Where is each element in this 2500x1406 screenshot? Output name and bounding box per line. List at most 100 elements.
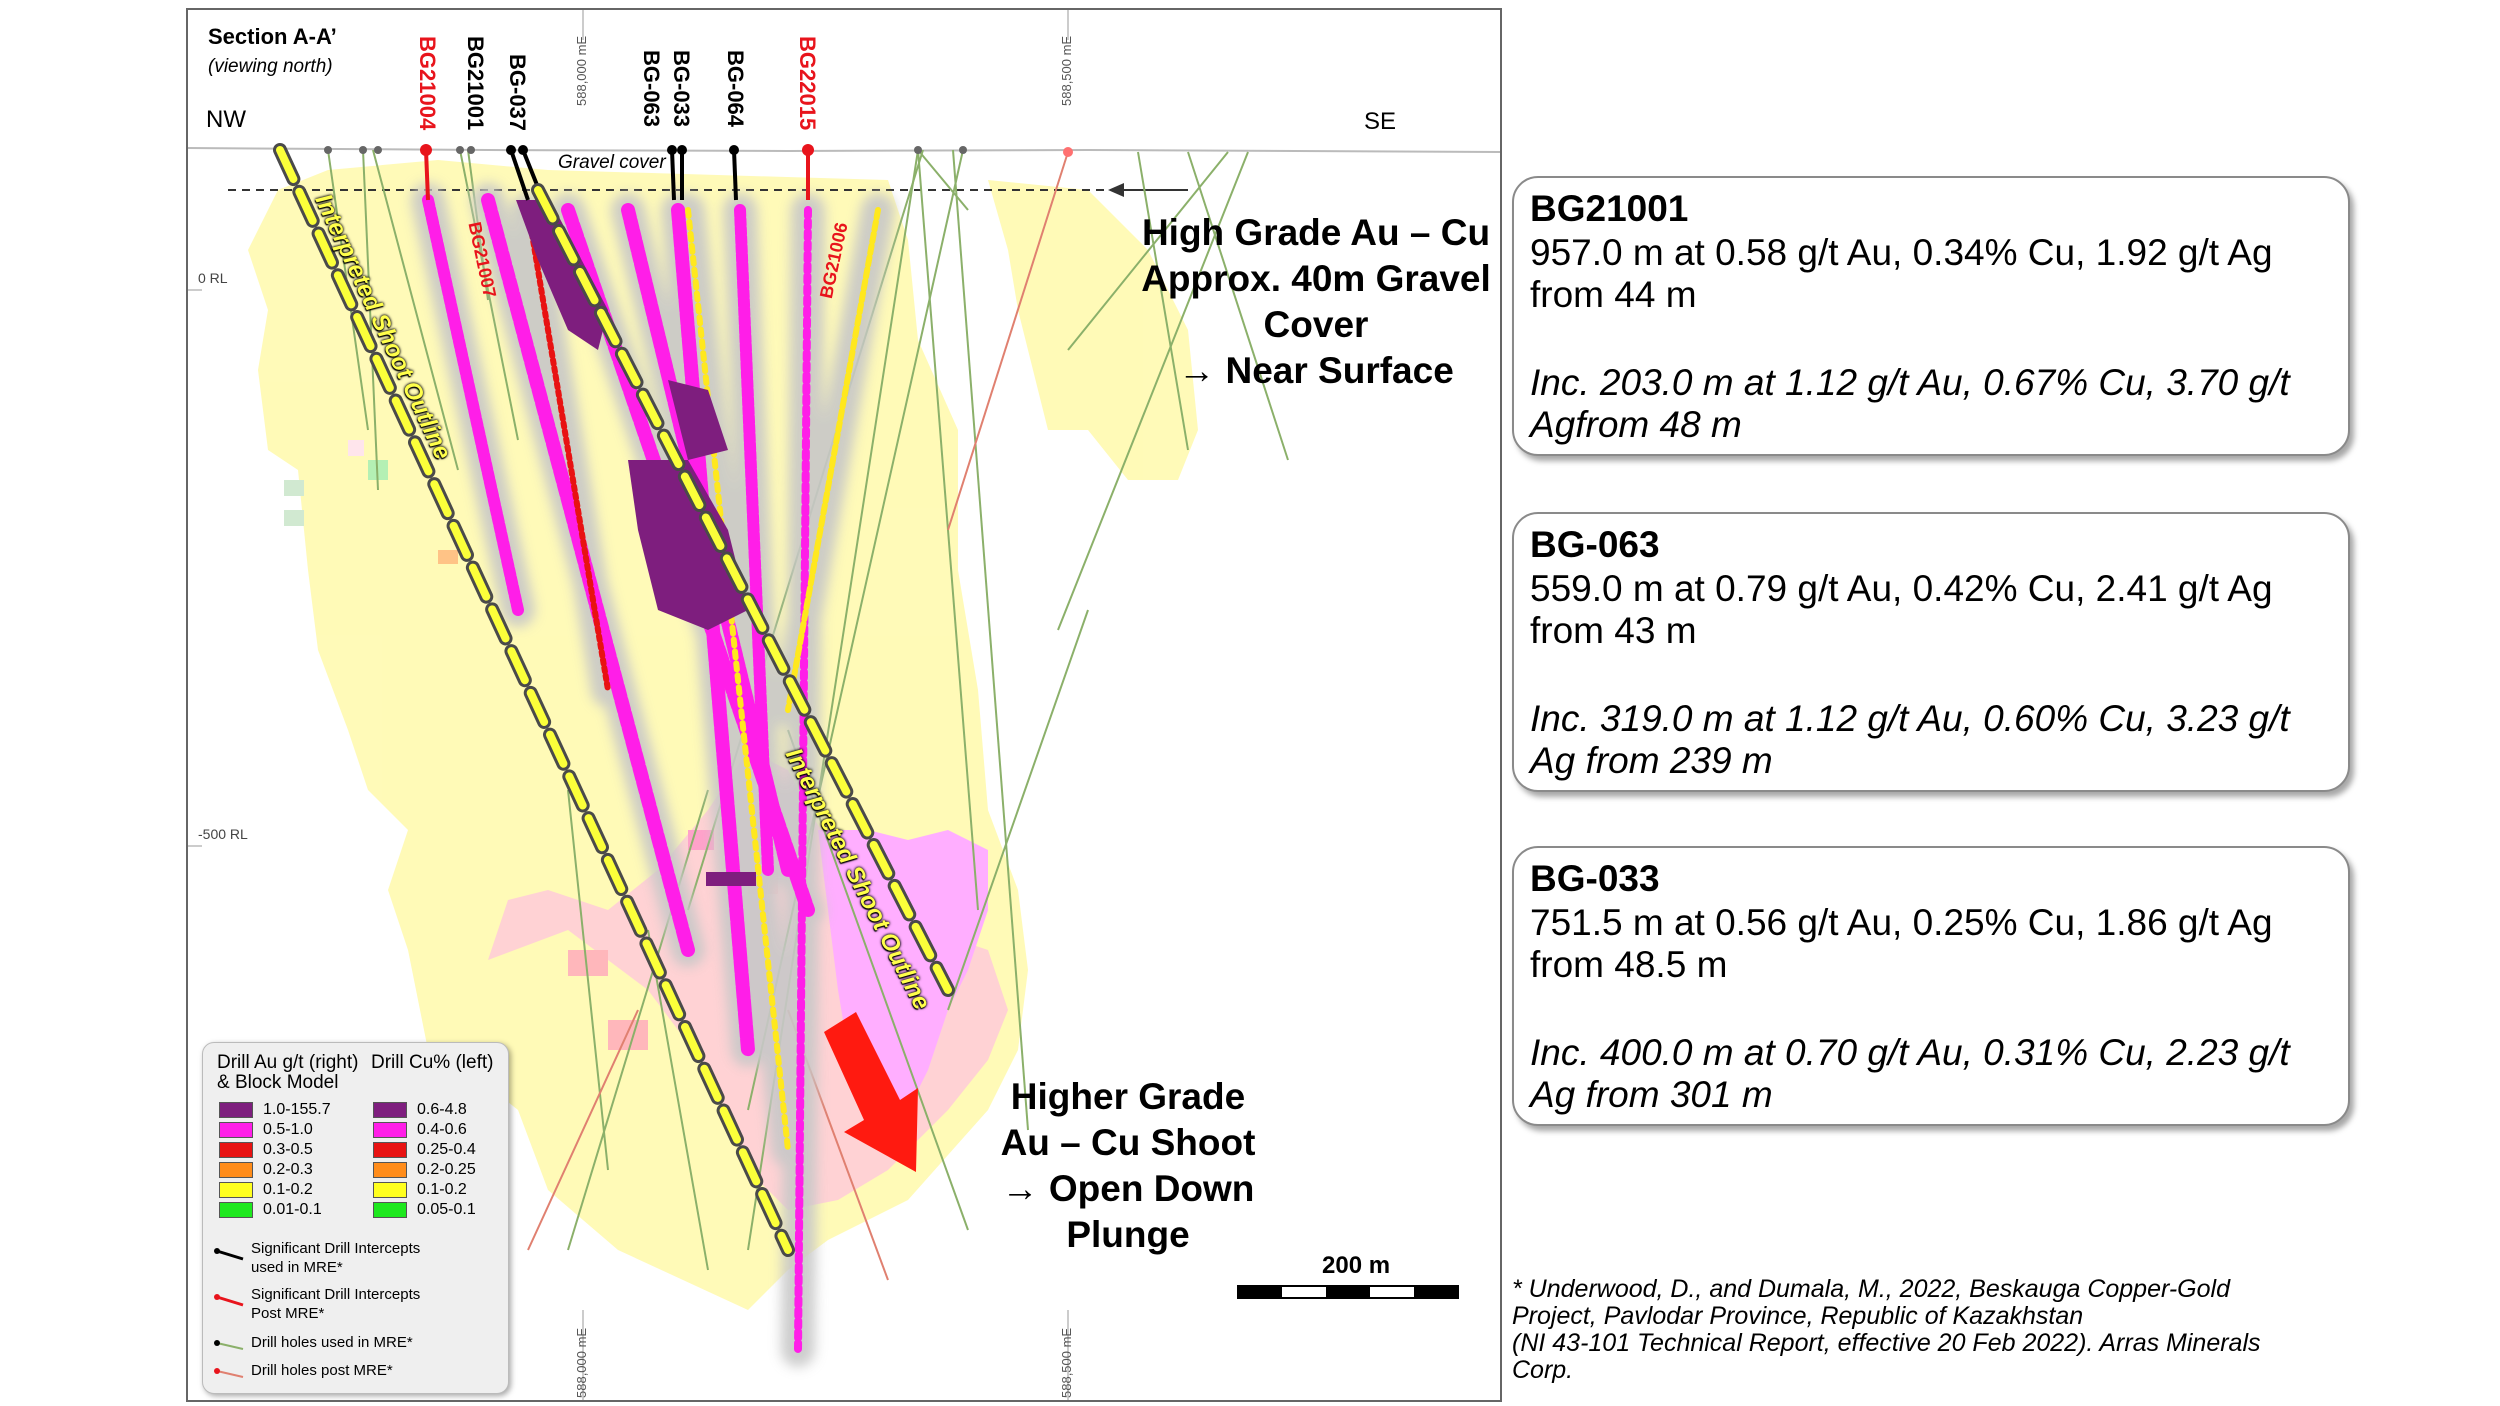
legend-row: 0.05-0.1 (373, 1201, 476, 1219)
collar-dot (802, 144, 814, 156)
intercept-trace-bg22015 (794, 206, 812, 1354)
legend-label: 0.2-0.3 (263, 1161, 313, 1178)
drill-hole-trace (1067, 151, 1229, 351)
gravel-arrow-head (1108, 183, 1124, 197)
callout-line: Approx. 40m Gravel (1141, 258, 1491, 299)
legend-label: 0.1-0.2 (263, 1181, 313, 1198)
legend-swatch (373, 1142, 407, 1158)
result-card-main: 751.5 m at 0.56 g/t Au, 0.25% Cu, 1.86 g… (1530, 902, 2273, 985)
down-plunge-arrow (824, 1012, 918, 1172)
callout-line: → Open Down (1001, 1168, 1255, 1209)
result-card-inc: Inc. 319.0 m at 1.12 g/t Au, 0.60% Cu, 3… (1530, 698, 2290, 781)
drill-hole-trace (527, 1009, 639, 1251)
legend-swatch (219, 1162, 253, 1178)
legend-swatch (373, 1102, 407, 1118)
legend-label: 0.6-4.8 (417, 1101, 467, 1118)
block-model-cell (348, 440, 364, 456)
legend-row: 0.4-0.6 (373, 1121, 467, 1139)
drill-hole-trace (1137, 151, 1189, 451)
collar-dot (914, 146, 922, 154)
drill-hole-trace (1057, 151, 1249, 631)
legend-label: 0.1-0.2 (417, 1181, 467, 1198)
shoot-outlines (273, 143, 955, 1257)
legend-swatch (219, 1182, 253, 1198)
drill-hole-trace (917, 149, 969, 211)
drill-hole-trace (567, 789, 709, 1251)
collar-label-bg21001: BG21001 (463, 36, 488, 131)
result-card-inc: Inc. 400.0 m at 0.70 g/t Au, 0.31% Cu, 2… (1530, 1032, 2290, 1115)
scale-bar (1237, 1285, 1459, 1299)
legend-label: 0.01-0.1 (263, 1201, 322, 1218)
legend-symbol-hole-mre (216, 1342, 244, 1350)
section-title: Section A-A’ (208, 24, 337, 49)
topography-line (188, 147, 1500, 153)
collar-dots (324, 144, 1073, 157)
collar-dot (359, 146, 367, 154)
legend-swatch (219, 1202, 253, 1218)
collar-dot (324, 146, 332, 154)
legend-row: 0.2-0.25 (373, 1161, 476, 1179)
section-subtitle: (viewing north) (208, 56, 333, 77)
block-model-cell (438, 550, 458, 564)
legend-label: 0.4-0.6 (417, 1121, 467, 1138)
legend-symbol-hole-mre-dot (214, 1340, 220, 1346)
legend-row: 0.2-0.3 (219, 1161, 313, 1179)
collar-dot (1063, 147, 1073, 157)
cross-section-panel: Section A-A’ (viewing north) NW SE 588,0… (186, 8, 1502, 1402)
callout-line: Au – Cu Shoot (1000, 1122, 1256, 1163)
block-model-cell (284, 480, 304, 496)
collar-dot (467, 146, 475, 154)
collar-label-bg064: BG-064 (723, 50, 748, 128)
easting-label-bottom-2: 588,500 mE (1059, 1327, 1074, 1398)
callout-down-plunge: Higher Grade Au – Cu Shoot → Open Down P… (948, 1074, 1308, 1258)
collar-dot (667, 145, 677, 155)
gravel-cover-label: Gravel cover (558, 152, 666, 173)
legend-row: 0.25-0.4 (373, 1141, 476, 1159)
legend-symbol-sig-mre-dot (214, 1248, 220, 1254)
drill-hole-trace (747, 149, 964, 1111)
legend-label: 0.2-0.25 (417, 1161, 476, 1178)
cross-section-drawing (188, 10, 1500, 1400)
collar-leader (732, 149, 738, 201)
legend-row: 1.0-155.7 (219, 1101, 331, 1119)
result-card-title: BG-063 (1530, 524, 1660, 565)
collar-leader (424, 149, 430, 201)
drill-hole-trace (567, 789, 609, 1171)
collar-leader (670, 149, 676, 201)
collar-label-bg21004: BG21004 (415, 36, 440, 131)
drill-hole-trace (362, 149, 379, 491)
easting-label-top-1: 588,000 mE (574, 35, 589, 106)
callout-line: Plunge (1066, 1214, 1190, 1255)
legend-label: 0.5-1.0 (263, 1121, 313, 1138)
collar-dot (729, 145, 739, 155)
rl-label-0: 0 RL (198, 270, 228, 286)
shoot-outline-left (276, 146, 792, 1254)
legend-symbol-hole-post (216, 1370, 244, 1378)
drill-hole-trace (459, 149, 519, 441)
intercept-trace-bg21006 (785, 207, 881, 713)
legend-symbol-sig-mre (216, 1249, 244, 1261)
callout-line: → Near Surface (1178, 350, 1454, 391)
legend-swatch (373, 1202, 407, 1218)
legend-swatch (219, 1142, 253, 1158)
legend-swatch (219, 1122, 253, 1138)
legend-symbol-hole-post-dot (214, 1368, 220, 1374)
drill-hole-trace (372, 149, 459, 471)
legend-row: 0.01-0.1 (219, 1201, 322, 1219)
collar-dot (420, 144, 432, 156)
legend-symbol-sig-post-dot (214, 1294, 220, 1300)
legend-swatch (373, 1122, 407, 1138)
legend-label: 0.25-0.4 (417, 1141, 476, 1158)
collar-dot (506, 145, 516, 155)
legend-label: 1.0-155.7 (263, 1101, 331, 1118)
result-card-inc: Inc. 203.0 m at 1.12 g/t Au, 0.67% Cu, 3… (1530, 362, 2290, 445)
collar-label-bg033: BG-033 (669, 50, 694, 128)
block-model-cell (608, 1020, 648, 1050)
intercept-trace-bg21004 (422, 194, 524, 616)
intercept-trace-bg064 (734, 204, 774, 876)
legend-swatch (373, 1162, 407, 1178)
legend-swatch (373, 1182, 407, 1198)
legend-symbol-label: Drill holes post MRE* (251, 1362, 393, 1379)
legend-label: 0.05-0.1 (417, 1201, 476, 1218)
legend-au-header: Drill Au g/t (right) & Block Model (217, 1052, 359, 1093)
